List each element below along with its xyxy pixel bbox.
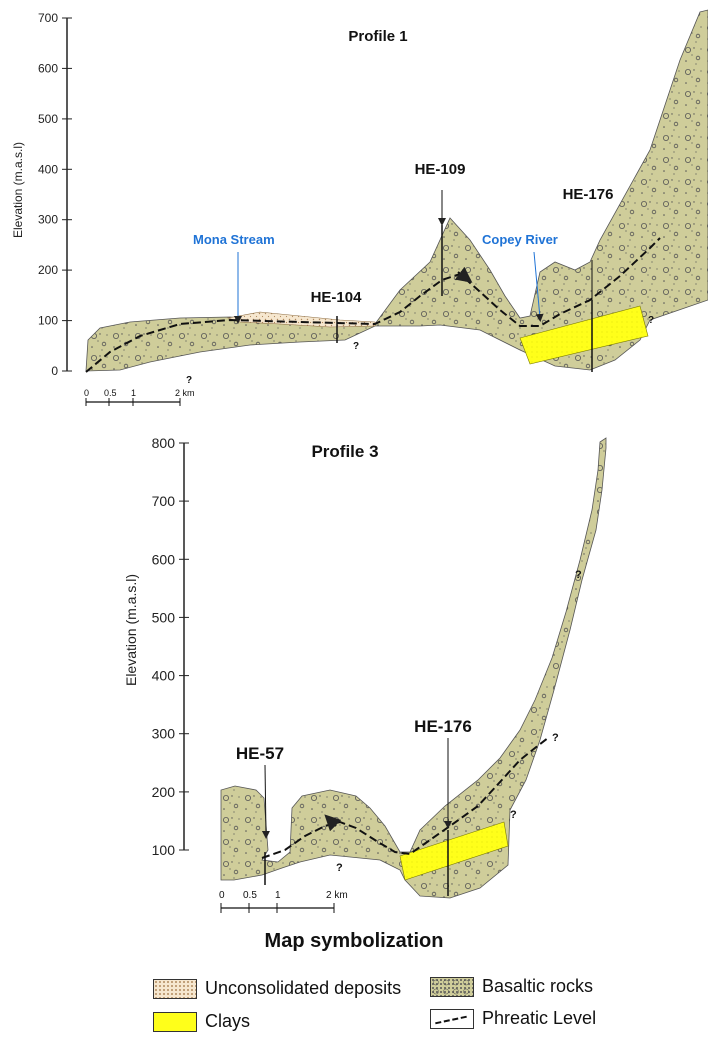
y-axis-ticks <box>179 442 189 851</box>
y-tick-label: 0 <box>51 364 58 378</box>
y-tick-label: 100 <box>152 842 176 858</box>
profile-title: Profile 1 <box>348 28 407 45</box>
y-tick-label: 200 <box>152 784 176 800</box>
y-tick-label: 200 <box>38 263 58 277</box>
uncertainty-mark: ? <box>336 862 343 874</box>
y-tick-label: 700 <box>38 11 58 25</box>
scale-label: 0.5 <box>243 890 257 901</box>
flow-arrow-icon <box>454 266 473 283</box>
well-label: HE-176 <box>414 717 472 736</box>
basalt-swatch-icon <box>430 976 474 997</box>
uncertainty-mark: ? <box>510 809 517 821</box>
profile-3: 100 200 300 400 500 600 700 800 Elevatio… <box>123 435 607 913</box>
scale-label: 2 km <box>175 388 195 398</box>
pointer-copey-river <box>533 251 544 322</box>
scale-bar: 0 0.5 1 2 km <box>84 388 195 406</box>
y-tick-label: 500 <box>38 112 58 126</box>
legend-label: Basaltic rocks <box>482 976 594 996</box>
phreatic-level-swatch-icon <box>430 1008 474 1029</box>
profile-title: Profile 3 <box>311 442 378 461</box>
y-tick-label: 500 <box>152 609 176 625</box>
y-axis-label: Elevation (m.a.s.l) <box>123 574 139 686</box>
legend-item-basaltic: Basaltic rocks <box>430 976 593 997</box>
legend-item-phreatic: Phreatic Level <box>430 1008 596 1029</box>
scale-label: 1 <box>131 388 136 398</box>
well-label: HE-57 <box>236 744 284 763</box>
uncertainty-mark: ? <box>353 341 359 352</box>
uncertainty-mark: ? <box>575 569 582 581</box>
y-tick-label: 300 <box>152 726 176 742</box>
unconsolidated-swatch-icon <box>153 978 197 999</box>
phreatic-level-line <box>85 237 661 373</box>
pointer-he-57 <box>261 764 270 839</box>
stream-label: Mona Stream <box>193 232 275 247</box>
well-label: HE-104 <box>311 289 363 306</box>
y-tick-label: 700 <box>152 493 176 509</box>
scale-label: 2 km <box>326 890 348 901</box>
y-tick-label: 300 <box>38 213 58 227</box>
profile-1: 0 100 200 300 400 500 600 700 Elevation … <box>11 9 708 406</box>
scale-label: 0.5 <box>104 388 117 398</box>
phreatic-level-line <box>261 737 549 859</box>
y-tick-label: 100 <box>38 314 58 328</box>
basaltic-rock-body <box>220 437 607 899</box>
y-tick-label: 400 <box>38 162 58 176</box>
scale-bar: 0 0.5 1 2 km <box>219 890 348 913</box>
y-tick-label: 600 <box>152 551 176 567</box>
legend-item-clays: Clays <box>153 1011 250 1032</box>
uncertainty-mark: ? <box>648 315 654 326</box>
legend-label: Phreatic Level <box>482 1008 597 1028</box>
legend-title: Map symbolization <box>264 930 444 952</box>
y-tick-label: 800 <box>152 435 176 451</box>
uncertainty-mark: ? <box>552 732 559 744</box>
y-axis-ticks <box>62 17 72 372</box>
scale-label: 0 <box>219 890 225 901</box>
well-label: HE-109 <box>415 161 466 178</box>
stream-label: Copey River <box>482 232 558 247</box>
y-tick-label: 600 <box>38 61 58 75</box>
legend-item-unconsolidated: Unconsolidated deposits <box>153 978 401 999</box>
y-tick-label: 400 <box>152 668 176 684</box>
clay-layer <box>399 821 509 881</box>
y-axis-label: Elevation (m.a.s.l) <box>11 142 25 238</box>
legend-label: Clays <box>205 1011 251 1031</box>
flow-arrow-icon <box>324 814 342 832</box>
well-label: HE-176 <box>563 186 614 203</box>
uncertainty-mark: ? <box>186 375 192 386</box>
legend-label: Unconsolidated deposits <box>205 978 402 998</box>
clay-swatch-icon <box>153 1011 197 1032</box>
scale-label: 1 <box>275 890 281 901</box>
clay-layer <box>519 305 649 365</box>
scale-label: 0 <box>84 388 89 398</box>
